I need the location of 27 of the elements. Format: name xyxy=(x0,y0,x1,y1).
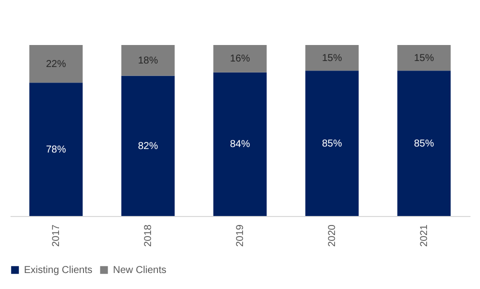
bar xyxy=(305,45,359,71)
data-label: 85% xyxy=(414,138,434,150)
legend-label: Existing Clients xyxy=(24,265,92,276)
data-label: 82% xyxy=(138,140,158,152)
bar xyxy=(29,45,83,83)
bar xyxy=(121,76,175,216)
bar xyxy=(397,45,451,71)
data-label: 22% xyxy=(46,58,66,70)
data-label: 84% xyxy=(230,139,250,150)
data-label: 18% xyxy=(138,55,158,66)
bar xyxy=(397,70,451,216)
data-label: 85% xyxy=(322,138,342,150)
data-label: 15% xyxy=(414,52,434,64)
x-tick-label: 2018 xyxy=(143,224,154,247)
data-label: 16% xyxy=(230,54,250,65)
data-label: 78% xyxy=(46,144,66,156)
bar xyxy=(213,45,267,72)
bar xyxy=(29,82,83,216)
bar xyxy=(305,70,359,216)
legend-label: New Clients xyxy=(113,265,166,276)
bar xyxy=(213,72,267,216)
x-tick-label: 2020 xyxy=(327,224,338,247)
x-tick-label: 2019 xyxy=(235,224,246,247)
x-tick-label: 2017 xyxy=(51,224,62,247)
data-label: 15% xyxy=(322,52,342,64)
bar xyxy=(121,45,175,76)
x-tick-label: 2021 xyxy=(419,224,430,247)
